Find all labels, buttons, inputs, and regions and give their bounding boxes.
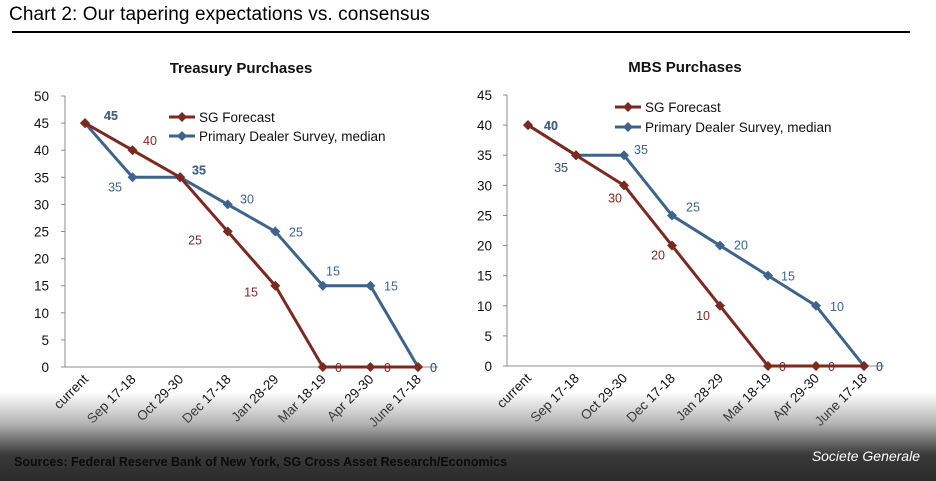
panel2-y-tick-label: 45 [477,88,492,103]
panel2-data-label: 40 [544,119,558,133]
panel1-y-tick-label: 25 [34,225,49,240]
panel1-data-point [413,362,423,372]
panel1-data-label: 25 [289,226,303,240]
panel2-data-label: 10 [830,300,844,314]
panel2-data-point [763,361,773,371]
panel1-y-tick-label: 50 [34,89,49,104]
panel2-legend-label: Primary Dealer Survey, median [645,120,832,135]
panel1-data-label: 0 [335,361,342,375]
title-rule [12,31,910,33]
panel2-data-point [667,240,677,251]
panel1-data-point [317,362,328,372]
panel2-data-label: 0 [876,360,883,374]
panel1-legend-label: SG Forecast [199,110,275,125]
panel1-title: Treasury Purchases [170,60,313,77]
panel1-data-point [80,118,90,129]
panel2-data-label: 0 [828,360,835,374]
panel2-data-label: 35 [634,143,648,157]
panel2-data-point [715,300,725,311]
sources-note: Sources: Federal Reserve Bank of New Yor… [14,455,508,469]
panel1-data-label: 15 [384,280,398,294]
panel1-series-line-sg-forecast [84,121,418,369]
panel2-data-point [619,150,629,161]
panel1-data-label: 0 [430,361,437,375]
panel2-data-label: 35 [554,161,568,175]
panel2-data-label: 0 [779,360,786,374]
panel1-data-label: 40 [143,134,157,148]
panel1-data-label: 25 [188,234,202,248]
panel2-series-line-dealer-survey [527,123,866,367]
panel1-data-point [127,145,138,156]
panel2-data-label: 10 [696,309,710,323]
panel2-legend-label: SG Forecast [645,100,721,115]
panel1-data-label: 0 [384,361,391,375]
panel1-data-label: 45 [104,109,118,123]
panel2-y-tick-label: 0 [484,359,492,374]
panel1-y-tick-label: 10 [34,306,49,321]
panel2-data-label: 20 [734,239,748,253]
panel2-legend-marker [623,122,633,132]
page-title: Chart 2: Our tapering expectations vs. c… [9,4,430,25]
panel1-data-point [270,280,281,291]
panel2-data-label: 25 [686,200,700,214]
panel1-y-tick-label: 15 [34,279,49,294]
panel2-data-point [667,210,677,221]
panel1-y-tick-label: 20 [34,252,49,267]
panel2-series-line-sg-forecast [527,123,864,368]
panel1-legend-marker [177,131,187,141]
panel2-data-label: 30 [608,191,622,205]
panel2-data-point [523,120,533,131]
panel1-data-label: 30 [240,192,254,206]
panel1-data-point [127,172,138,183]
panel2-data-label: 15 [781,270,795,284]
brand-label: Societe Generale [811,448,920,464]
panel2-data-label: 20 [651,249,665,263]
panel1-data-point [317,280,328,291]
panel1-data-point [270,226,281,237]
panel2-data-label: 0 [876,360,883,374]
panel2-data-point [859,361,869,371]
panel1-data-point [175,172,186,183]
panel1-y-tick-label: 0 [41,360,49,375]
panel2-data-label: 40 [544,119,558,133]
panel2-data-point [715,240,725,251]
panel1-data-point [222,226,233,237]
panel2-y-tick-label: 15 [477,269,492,284]
panel1-data-label: 15 [326,265,340,279]
panel2-data-label: 35 [554,161,568,175]
panel1-y-tick-label: 5 [41,333,49,348]
panel1-y-tick-label: 40 [34,143,49,158]
panel1-data-point [365,280,376,291]
panel2-y-tick-label: 5 [484,329,492,344]
footer-band [0,392,936,481]
panel2-y-tick-label: 25 [477,208,492,223]
panel1-data-label: 35 [192,163,206,177]
panel2-title: MBS Purchases [628,59,741,76]
panel2-y-tick-label: 20 [477,239,492,254]
panel1-data-point [222,199,233,210]
panel2-y-tick-label: 40 [477,118,492,133]
panel1-y-tick-label: 35 [34,170,49,185]
panel1-legend-label: Primary Dealer Survey, median [199,129,386,144]
panel1-data-point [365,362,376,372]
panel2-data-point [811,361,821,371]
panel2-data-point [811,300,821,311]
panel2-y-tick-label: 30 [477,178,492,193]
panel1-data-label: 35 [108,180,122,194]
panel1-y-tick-label: 45 [34,116,49,131]
panel1-series-line-dealer-survey [83,122,420,368]
panel1-data-label: 35 [192,163,206,177]
panel2-legend-marker [623,102,633,112]
panel1-data-label: 45 [104,109,118,123]
panel1-legend-marker [177,112,187,122]
panel1-data-label: 0 [430,361,437,375]
panel1-data-label: 15 [244,286,258,300]
panel2-y-tick-label: 10 [477,299,492,314]
panel2-data-point [571,150,581,161]
panel1-y-tick-label: 30 [34,197,49,212]
panel2-data-point [619,180,629,191]
panel2-y-tick-label: 35 [477,148,492,163]
panel2-data-point [763,270,773,281]
